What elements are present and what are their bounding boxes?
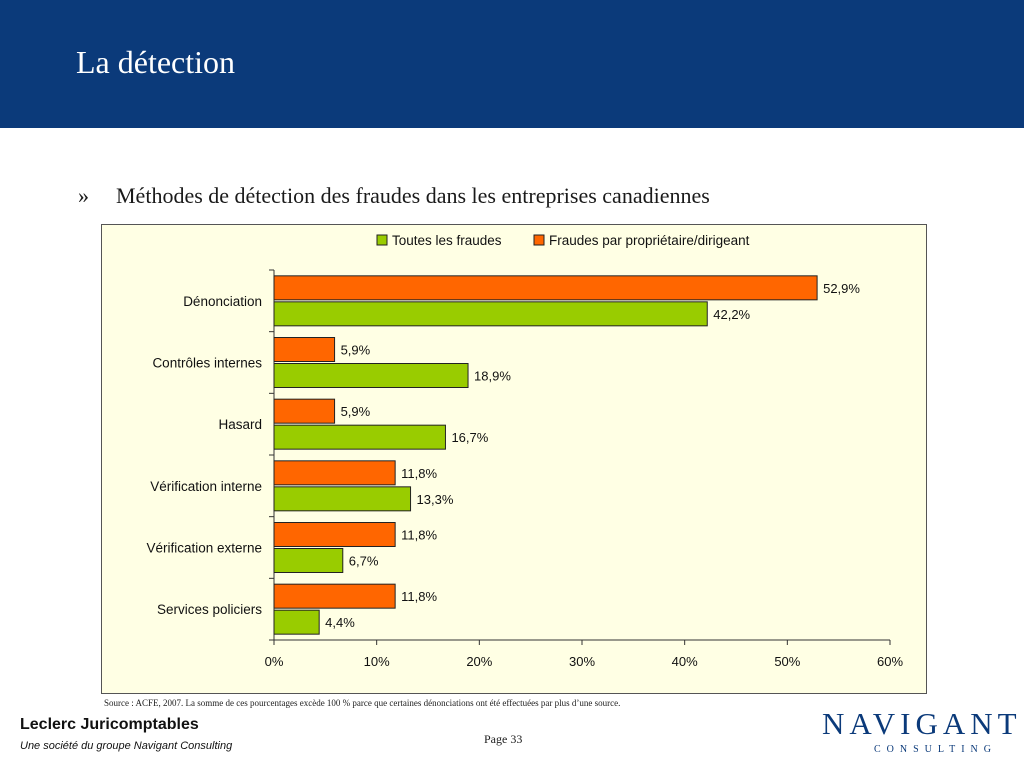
subtitle-row: » Méthodes de détection des fraudes dans … (78, 183, 710, 209)
category-label: Vérification interne (150, 479, 262, 494)
bar-owner (273, 398, 336, 424)
bar-owner (273, 275, 818, 301)
bar-all-label: 16,7% (451, 430, 488, 445)
category-label: Dénonciation (183, 294, 262, 309)
category-label: Services policiers (157, 602, 262, 617)
header-bar: La détection (0, 0, 1024, 128)
navigant-logo: NAVIGANT CONSULTING (822, 706, 1022, 764)
chart-area: 0% 10% 20% 30% 40% 50% 60% Dénonciation 52,9% 42,… (101, 224, 927, 694)
bar-owner (273, 460, 396, 486)
bar-all (273, 424, 446, 450)
bar-owner-label: 11,8% (401, 589, 437, 604)
legend-swatch-owner (533, 234, 545, 246)
bar-owner (273, 522, 396, 547)
x-tick-label: 20% (466, 654, 492, 669)
bar-all (273, 363, 469, 388)
category-label: Contrôles internes (152, 356, 262, 371)
source-note: Source : ACFE, 2007. La somme de ces pou… (104, 698, 621, 708)
logo-wordmark: NAVIGANT (822, 706, 1022, 741)
page-number: Page 33 (484, 732, 523, 746)
bullet-icon: » (78, 183, 89, 208)
bar-owner-label: 11,8% (401, 466, 437, 481)
bar-chart: 0% 10% 20% 30% 40% 50% 60% Dénonciation 52,9% 42,… (146, 233, 903, 669)
x-tick-label: 0% (265, 654, 284, 669)
chart-subtitle: Méthodes de détection des fraudes dans l… (116, 183, 710, 208)
legend-swatch-all (376, 234, 388, 246)
slide-title: La détection (76, 44, 236, 80)
bar-owner-label: 52,9% (823, 281, 860, 296)
bar-all-label: 18,9% (474, 369, 511, 384)
bar-all (273, 609, 320, 635)
x-tick-label: 40% (672, 654, 698, 669)
legend-label-all: Toutes les fraudes (392, 233, 502, 248)
x-tick-label: 30% (569, 654, 595, 669)
bar-owner-label: 5,9% (341, 343, 371, 358)
bar-owner (273, 583, 396, 609)
bar-all (273, 486, 412, 512)
category-label: Hasard (218, 417, 262, 432)
bar-all-label: 6,7% (349, 554, 379, 569)
bar-all-label: 13,3% (417, 492, 454, 507)
company-name: Leclerc Juricomptables (20, 716, 199, 733)
bar-owner-label: 11,8% (401, 528, 437, 543)
company-tagline: Une société du groupe Navigant Consultin… (20, 740, 233, 752)
x-tick-label: 10% (364, 654, 390, 669)
x-tick-label: 50% (774, 654, 800, 669)
bar-all (273, 301, 708, 327)
category-label: Vérification externe (146, 541, 262, 556)
x-tick-label: 60% (877, 654, 903, 669)
logo-subtitle: CONSULTING (874, 744, 997, 755)
bar-all (273, 548, 344, 573)
bar-owner (273, 337, 336, 362)
bar-all-label: 42,2% (713, 307, 750, 322)
bar-owner-label: 5,9% (341, 404, 371, 419)
bar-all-label: 4,4% (325, 615, 355, 630)
legend-label-owner: Fraudes par propriétaire/dirigeant (549, 233, 750, 248)
